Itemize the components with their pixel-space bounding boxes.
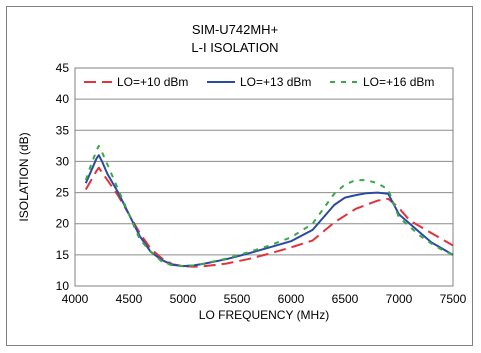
gridlines — [75, 67, 453, 287]
chart-title: SIM-U742MH+ — [192, 22, 278, 37]
y-tick-label: 40 — [56, 92, 70, 106]
line-chart: SIM-U742MH+ L-I ISOLATION 10 15 20 25 30 35 40… — [17, 22, 467, 322]
y-tick-label: 45 — [56, 61, 70, 75]
x-tick-label: 6500 — [332, 292, 359, 306]
series-line-1 — [84, 166, 454, 268]
x-tick-label: 7500 — [440, 292, 467, 306]
legend-label-1: LO=+10 dBm — [117, 75, 188, 89]
y-tick-label: 10 — [56, 279, 70, 293]
legend-entries: LO=+10 dBm LO=+13 dBm LO=+16 dBm — [84, 75, 434, 89]
x-tick-label: 7000 — [386, 292, 413, 306]
legend — [77, 71, 451, 93]
chart-subtitle: L-I ISOLATION — [191, 40, 278, 55]
legend-label-2: LO=+13 dBm — [240, 75, 311, 89]
series-line-2 — [84, 154, 454, 268]
x-axis-label: LO FREQUENCY (MHz) — [199, 308, 329, 322]
series-lines — [84, 144, 454, 268]
x-tick-label: 5500 — [224, 292, 251, 306]
y-axis-label: ISOLATION (dB) — [17, 132, 31, 221]
y-tick-label: 30 — [56, 154, 70, 168]
plot-area — [74, 67, 454, 287]
x-tick-label: 6000 — [278, 292, 305, 306]
legend-label-3: LO=+16 dBm — [363, 75, 434, 89]
chart-frame: SIM-U742MH+ L-I ISOLATION 10 15 20 25 30 35 40… — [6, 6, 473, 346]
axis-ticks: 10 15 20 25 30 35 40 45 4000 4500 5000 5500 6000 6500… — [56, 61, 467, 306]
x-tick-label: 5000 — [170, 292, 197, 306]
x-tick-label: 4500 — [116, 292, 143, 306]
y-tick-label: 25 — [56, 186, 70, 200]
y-tick-label: 35 — [56, 123, 70, 137]
y-tick-label: 20 — [56, 217, 70, 231]
y-tick-label: 15 — [56, 248, 70, 262]
series-line-3 — [84, 144, 454, 268]
x-tick-label: 4000 — [62, 292, 89, 306]
